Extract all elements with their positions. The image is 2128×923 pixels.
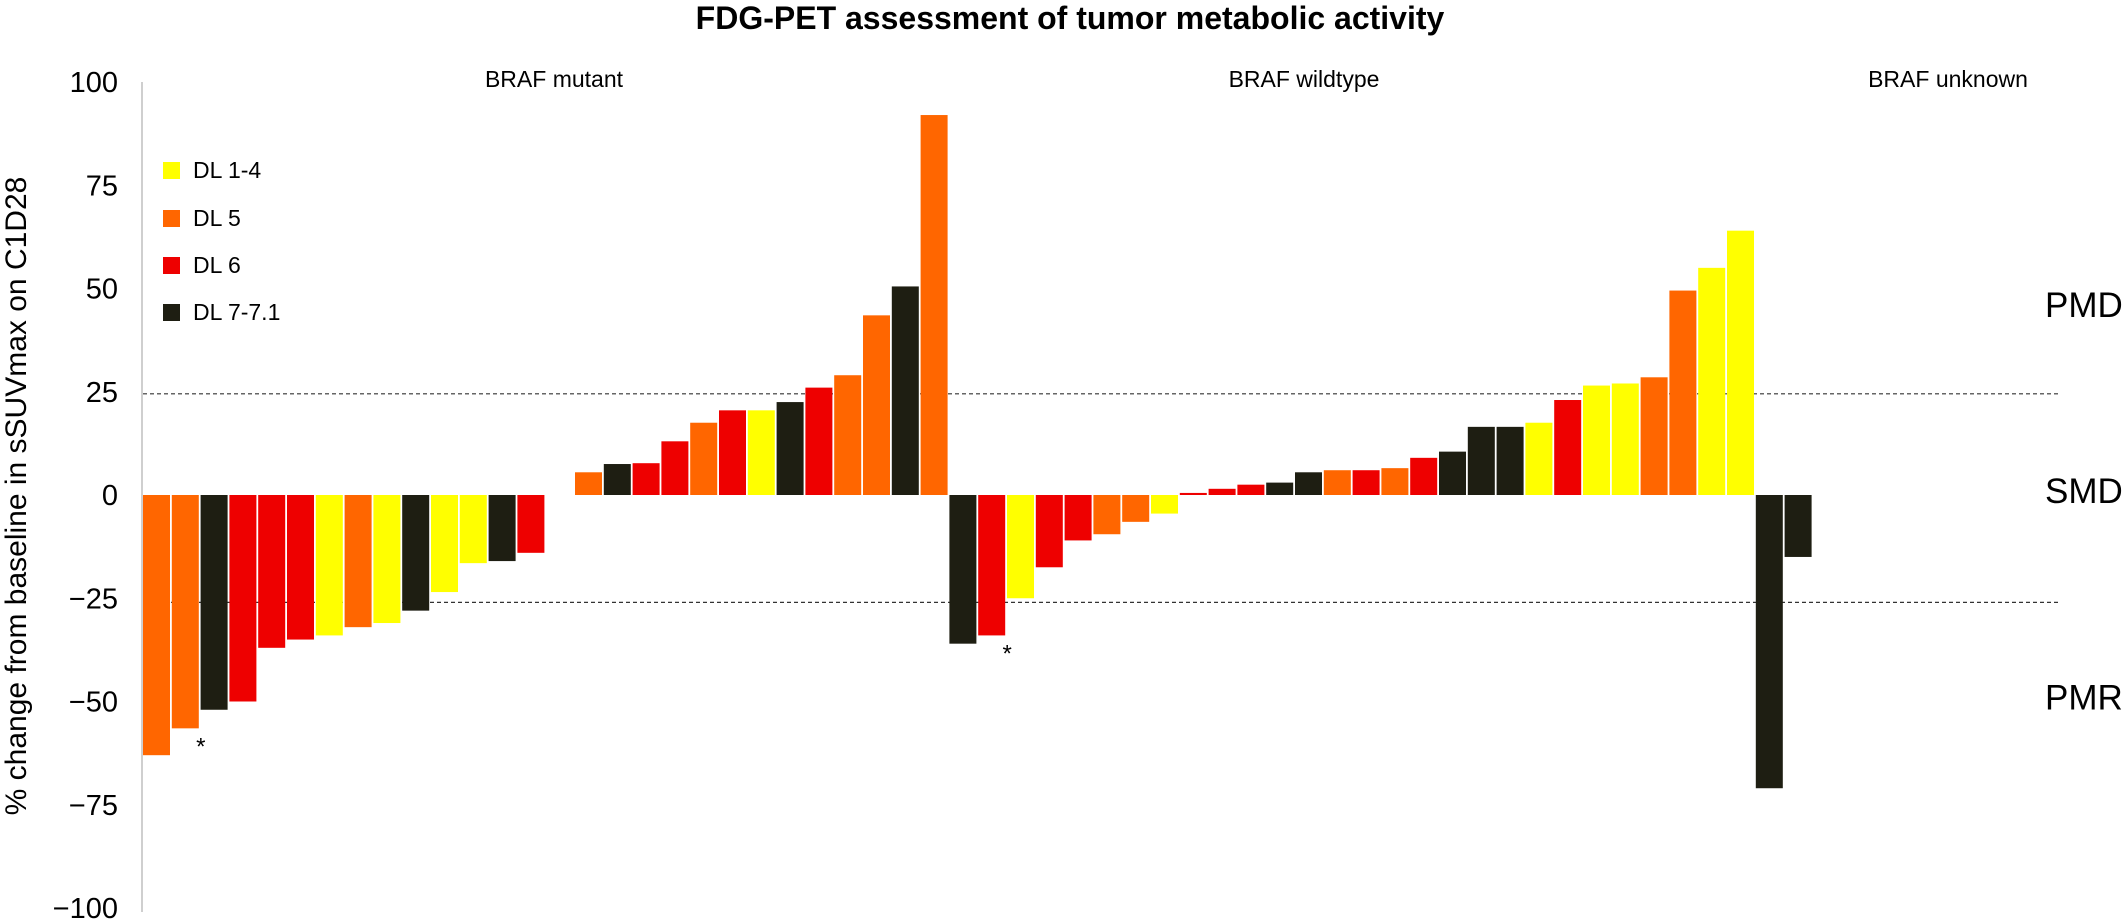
- bars: [143, 115, 1812, 789]
- bar: [690, 422, 718, 495]
- bar: [1410, 457, 1438, 495]
- legend-label: DL 5: [193, 205, 241, 231]
- bar: [1669, 290, 1697, 495]
- bar: [258, 495, 286, 648]
- y-tick-label: −100: [53, 893, 118, 923]
- y-tick-label: −25: [69, 583, 118, 615]
- bar: [1611, 383, 1639, 495]
- bar: [1784, 495, 1812, 557]
- bar: [949, 495, 977, 644]
- legend-swatch: [163, 162, 180, 179]
- bar: [1640, 377, 1668, 495]
- bar: [229, 495, 257, 702]
- bar: [1381, 468, 1409, 495]
- y-tick-label: −75: [69, 790, 118, 822]
- legend-label: DL 7-7.1: [193, 299, 280, 325]
- bar: [1352, 470, 1380, 495]
- bar: [1727, 230, 1754, 495]
- chart-title: FDG-PET assessment of tumor metabolic ac…: [696, 0, 1445, 36]
- bar: [834, 375, 862, 495]
- bar: [315, 495, 343, 636]
- bar: [1583, 385, 1610, 495]
- bar: [863, 315, 890, 495]
- legend-label: DL 1-4: [193, 157, 261, 183]
- annotations: **: [196, 640, 1012, 760]
- bar: [143, 495, 170, 756]
- bar: [1151, 495, 1178, 514]
- bar: [344, 495, 372, 628]
- legend-swatch: [163, 210, 180, 227]
- y-tick-label: 75: [86, 170, 118, 202]
- bar: [200, 495, 228, 710]
- bar: [603, 464, 631, 495]
- y-tick-label: 100: [70, 67, 118, 99]
- bar: [747, 410, 775, 495]
- bar: [1064, 495, 1092, 541]
- y-tick-labels: 100 75 50 25 0 −25 −50 −75 −100: [53, 67, 118, 923]
- bar: [1179, 492, 1207, 495]
- bar: [1266, 482, 1294, 495]
- bar: [1525, 422, 1553, 495]
- zone-label: PMD: [2045, 286, 2123, 325]
- bar: [1467, 426, 1495, 495]
- bar: [1755, 495, 1783, 789]
- zone-label: SMD: [2045, 472, 2123, 511]
- significance-marker: *: [196, 733, 205, 760]
- bar: [402, 495, 430, 611]
- y-tick-label: 50: [86, 274, 118, 306]
- group-label: BRAF unknown: [1868, 66, 2028, 92]
- bar: [1122, 495, 1150, 522]
- bar: [1323, 470, 1351, 495]
- bar: [575, 472, 602, 495]
- group-labels: BRAF mutant BRAF wildtype BRAF unknown: [485, 66, 2028, 92]
- zone-labels: PMD SMD PMR: [2045, 286, 2123, 717]
- bar: [776, 402, 804, 495]
- bar: [978, 495, 1006, 636]
- bar: [891, 286, 919, 495]
- group-label: BRAF wildtype: [1229, 66, 1380, 92]
- bar: [517, 495, 545, 553]
- bar: [431, 495, 458, 593]
- bar: [920, 115, 948, 495]
- bar: [1496, 426, 1524, 495]
- bar: [1208, 488, 1236, 495]
- group-label: BRAF mutant: [485, 66, 624, 92]
- significance-marker: *: [1003, 640, 1012, 667]
- y-tick-label: 0: [102, 480, 118, 512]
- legend-swatch: [163, 257, 180, 274]
- bar: [1035, 495, 1063, 568]
- bar: [1439, 451, 1466, 495]
- bar: [459, 495, 487, 564]
- bar: [719, 410, 746, 495]
- bar: [171, 495, 199, 729]
- legend-label: DL 6: [193, 252, 241, 278]
- bar: [373, 495, 401, 624]
- legend: DL 1-4 DL 5 DL 6 DL 7-7.1: [163, 157, 280, 325]
- bar: [1093, 495, 1121, 535]
- y-axis-label: % change from baseline in sSUVmax on C1D…: [0, 177, 33, 816]
- bar: [1698, 267, 1726, 495]
- bar: [1007, 495, 1034, 599]
- bar: [287, 495, 314, 640]
- y-tick-label: 25: [86, 377, 118, 409]
- bar: [632, 463, 660, 495]
- legend-swatch: [163, 304, 180, 321]
- bar: [661, 441, 689, 495]
- bar: [805, 387, 833, 495]
- zone-label: PMR: [2045, 678, 2123, 717]
- y-tick-label: −50: [69, 687, 118, 719]
- bar: [1554, 400, 1582, 495]
- bar: [1295, 472, 1322, 495]
- bar: [488, 495, 516, 562]
- bar: [1237, 484, 1265, 495]
